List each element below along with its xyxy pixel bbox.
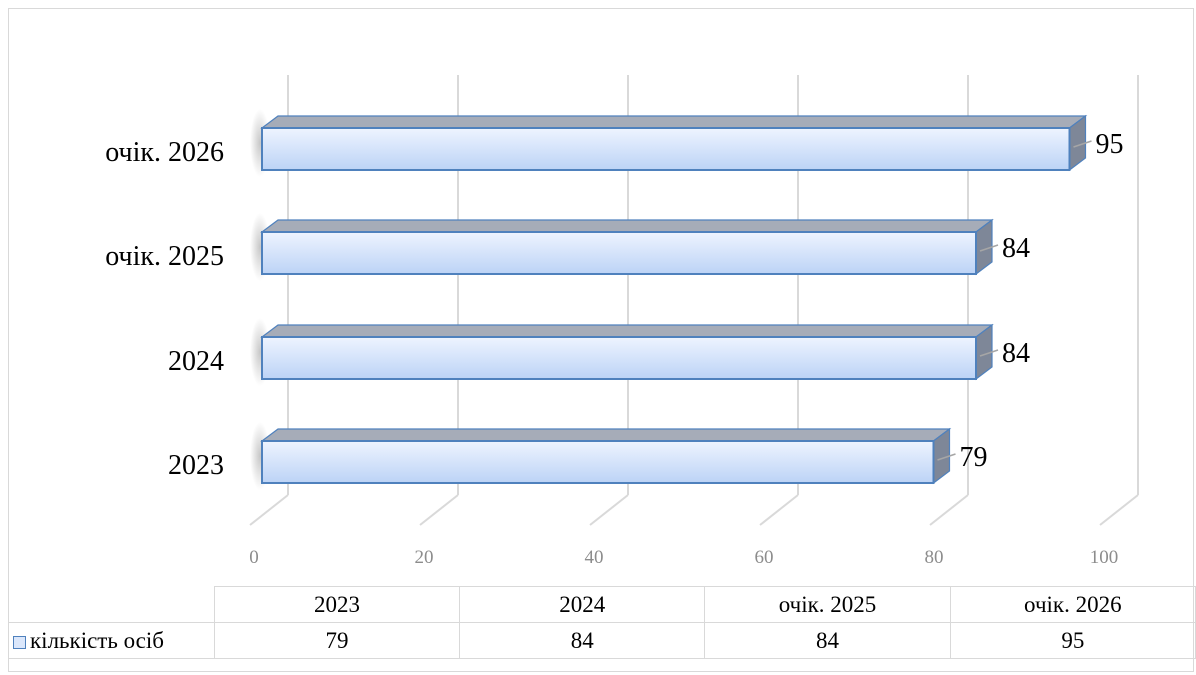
data-label-leader (937, 453, 956, 461)
data-table-series-row: кількість осіб 79 84 84 95 (8, 622, 1196, 659)
gridline-floor (249, 494, 289, 526)
data-table-value: 95 (949, 622, 1196, 659)
bar-top-face (260, 219, 994, 233)
category-label: 2023 (168, 450, 224, 481)
category-label: очік. 2025 (105, 241, 224, 272)
bar-top-face (260, 115, 1088, 129)
bar-top-face (260, 428, 952, 442)
data-label: 84 (1002, 233, 1030, 264)
bar (261, 336, 977, 380)
data-table-series-name: кількість осіб (8, 622, 215, 659)
bar-top-face (260, 324, 994, 338)
chart-frame (8, 8, 1194, 672)
data-table-value: 79 (213, 622, 461, 659)
gridline-floor (929, 494, 969, 526)
data-table-value: 84 (704, 622, 951, 659)
data-label-leader (979, 349, 999, 357)
gridline-floor (589, 494, 629, 526)
series-name: кількість осіб (30, 627, 164, 653)
x-tick-label: 60 (755, 547, 774, 568)
data-table-value: 84 (459, 622, 706, 659)
legend-key-icon (13, 635, 26, 649)
data-label-leader (979, 244, 999, 252)
gridline-floor (759, 494, 799, 526)
data-label: 84 (1002, 338, 1030, 369)
bar (261, 440, 935, 484)
labels: 0 20 40 60 80 100 79 2023 84 2024 84 очік. 2025 95 оч… (105, 129, 1123, 568)
x-tick-label: 20 (415, 547, 434, 568)
x-tick-label: 40 (585, 547, 604, 568)
x-tick-label: 80 (925, 547, 944, 568)
gridline-floor (1099, 494, 1139, 526)
category-label: 2024 (168, 346, 224, 377)
bars (250, 109, 1088, 490)
data-table: 2023 2024 очік. 2025 очік. 2026 кількіст… (8, 586, 1196, 659)
data-label: 95 (1096, 129, 1124, 160)
x-tick-label: 0 (249, 547, 259, 568)
data-table-category: очік. 2025 (704, 586, 951, 623)
category-label: очік. 2026 (105, 137, 224, 168)
bar-chart: 0 20 40 60 80 100 79 2023 84 2024 84 очік. 2025 95 оч… (105, 75, 1139, 568)
data-table-header-row: 2023 2024 очік. 2025 очік. 2026 (8, 586, 1196, 623)
data-label-leader (1073, 140, 1092, 148)
data-table-category: 2024 (459, 586, 706, 623)
gridline-floor (419, 494, 459, 526)
bar (261, 231, 977, 275)
data-table-category: 2023 (213, 586, 461, 623)
bar (261, 127, 1071, 171)
data-table-category: очік. 2026 (949, 586, 1196, 623)
x-tick-label: 100 (1090, 547, 1119, 568)
data-label: 79 (960, 442, 988, 473)
data-table-corner (8, 586, 215, 623)
